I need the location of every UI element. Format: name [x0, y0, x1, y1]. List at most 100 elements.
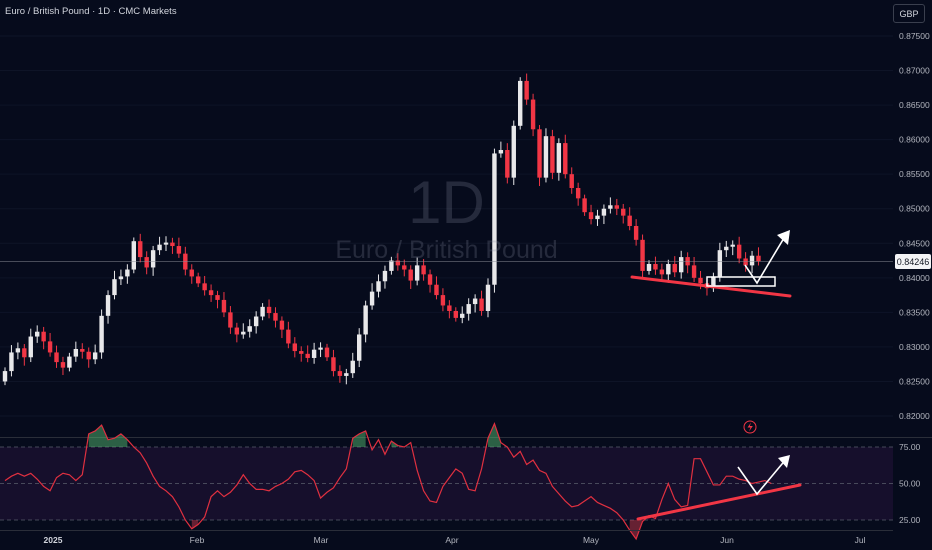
candle-body [427, 274, 433, 285]
candle-body [28, 336, 33, 358]
candle-body [666, 264, 671, 275]
candle-body [698, 277, 703, 284]
candle [724, 240, 729, 258]
candle-body [331, 357, 336, 372]
candle [41, 326, 46, 350]
candle [717, 242, 723, 282]
candle [286, 321, 291, 349]
candle-body [672, 264, 677, 273]
candle [376, 274, 381, 298]
rsi-bounce-arrow[interactable] [737, 457, 788, 496]
candle [163, 236, 169, 251]
bounce-arrow-head [777, 230, 790, 245]
candle [357, 328, 362, 368]
candle [453, 307, 458, 322]
candle [472, 294, 478, 313]
candle-body [376, 281, 381, 292]
candle-body [67, 356, 72, 368]
rsi-support-trendline[interactable] [636, 483, 802, 521]
candle [640, 234, 645, 279]
candle-body [131, 241, 136, 270]
currency-button[interactable]: GBP [893, 4, 925, 23]
candle-body [324, 347, 330, 358]
candle [228, 306, 233, 334]
candle [67, 352, 72, 372]
candle-body [756, 255, 761, 262]
candle [138, 233, 143, 263]
lightning-icon[interactable] [743, 420, 757, 434]
candle [86, 347, 91, 368]
candle-body [47, 341, 53, 353]
candle [382, 265, 388, 289]
rsi-line [4, 421, 772, 541]
candle-body [408, 269, 413, 281]
price-tick-label: 0.84500 [899, 238, 930, 248]
candle [170, 237, 175, 254]
candle [575, 182, 581, 206]
target-box[interactable] [706, 276, 776, 287]
candle-body [176, 246, 182, 254]
rsi-tick-label: 75.00 [899, 442, 921, 452]
candle-body [266, 306, 272, 314]
last-price-label: 0.84246 [897, 257, 930, 267]
candle-body [41, 331, 46, 342]
candle-body [730, 244, 735, 247]
candle-body [717, 250, 723, 277]
candle-body [691, 265, 697, 278]
candle-body [86, 351, 91, 360]
candle-body [241, 331, 246, 335]
candle [569, 167, 574, 194]
rsi-axis: 75.00 50.00 25.00 [899, 442, 921, 525]
candle-body [305, 353, 310, 358]
candle-body [344, 373, 349, 376]
time-label: Apr [445, 535, 458, 545]
candle-body [80, 348, 85, 352]
candle [9, 345, 14, 377]
price-grid [0, 35, 893, 417]
candle [749, 250, 755, 274]
candle-body [196, 276, 201, 284]
candle [524, 73, 529, 105]
price-tick-label: 0.84000 [899, 273, 930, 283]
candle [408, 265, 413, 289]
candle-body [202, 283, 207, 291]
candle-body [221, 299, 227, 313]
candle-body [157, 244, 162, 251]
candle-body [170, 242, 175, 247]
price-tick-label: 0.83500 [899, 307, 930, 317]
candle-body [60, 362, 66, 368]
candle [344, 368, 349, 385]
candle-body [505, 150, 510, 178]
candle-body [575, 188, 581, 199]
candle [215, 290, 220, 309]
candle [492, 148, 497, 293]
candle [292, 337, 297, 358]
candle [99, 309, 104, 359]
time-axis: 2025 Feb Mar Apr May Jun Jul [44, 535, 866, 545]
candle [672, 256, 677, 278]
candle-body [498, 150, 504, 154]
time-label: Jul [855, 535, 866, 545]
candle [324, 343, 330, 362]
candle-body [421, 265, 426, 275]
candle [221, 292, 227, 318]
candle [47, 332, 53, 357]
candle [550, 129, 555, 180]
candle-body [337, 371, 343, 376]
candle-body [234, 327, 240, 335]
candle [266, 299, 272, 319]
candle [189, 264, 194, 284]
candle-body [54, 352, 59, 363]
candle [711, 272, 716, 292]
candle-body [724, 246, 729, 251]
candle-body [35, 331, 40, 337]
candle-body [563, 143, 568, 175]
candle [627, 207, 632, 231]
bounce-arrow[interactable] [744, 232, 788, 285]
candle [588, 204, 594, 225]
candle [331, 349, 336, 377]
price-tick-label: 0.85500 [899, 169, 930, 179]
candle-body [112, 279, 117, 296]
candle-body [414, 265, 420, 281]
candle-body [292, 343, 297, 352]
